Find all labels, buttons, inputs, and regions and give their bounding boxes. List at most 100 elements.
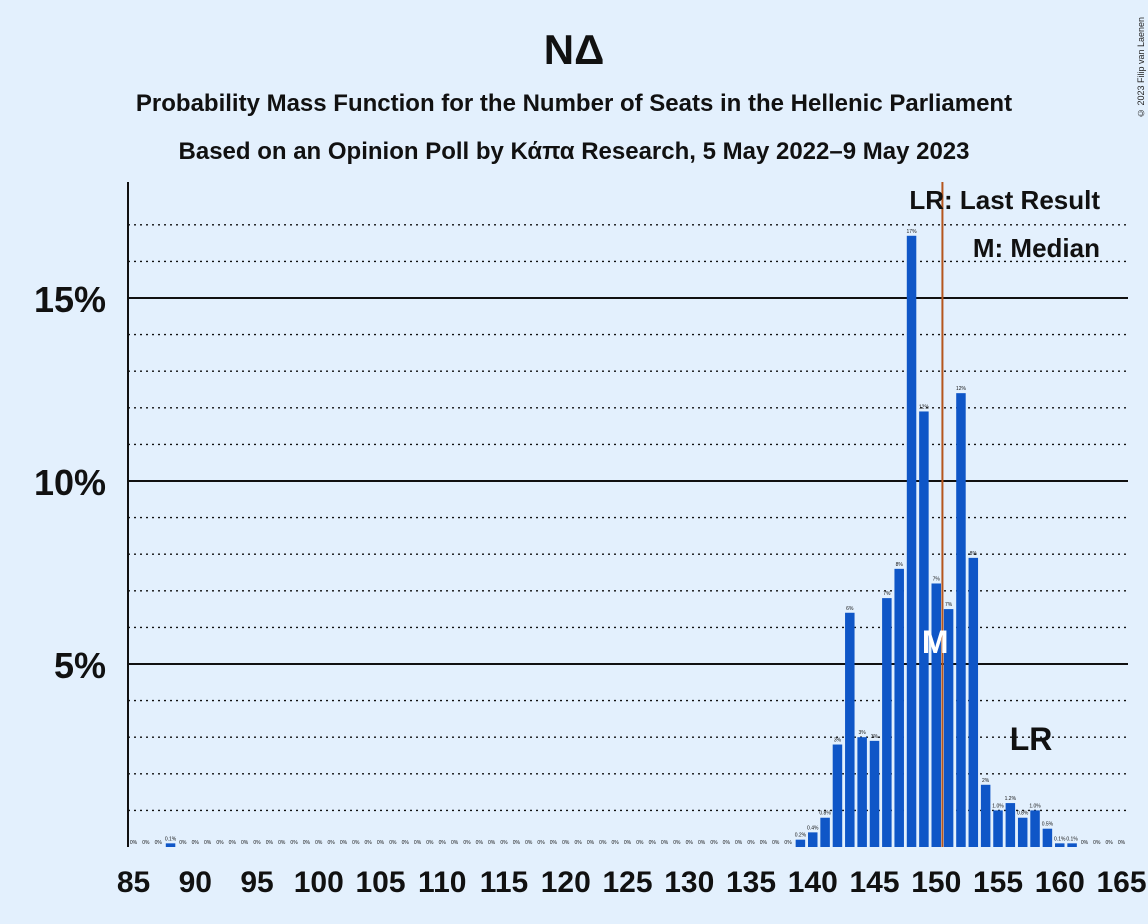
last-result-marker: LR [1010, 721, 1053, 757]
bar-value-label: 0.8% [1017, 811, 1029, 817]
bar-value-label: 0% [451, 840, 459, 846]
y-tick-label: 10% [34, 462, 106, 503]
bar-value-label: 8% [970, 551, 978, 557]
bar-value-label: 0% [587, 840, 595, 846]
bar-value-label: 17% [907, 229, 918, 235]
bar [956, 393, 966, 847]
x-tick-label: 135 [726, 866, 776, 899]
bars [165, 235, 1077, 847]
bar-value-label: 0% [550, 840, 558, 846]
x-tick-label: 155 [973, 866, 1023, 899]
bar-value-label: 1.2% [1005, 796, 1017, 802]
bar [165, 843, 176, 847]
bar-value-label: 0% [142, 840, 150, 846]
bar-value-label: 0% [574, 840, 582, 846]
bar-value-label: 0.1% [165, 836, 177, 842]
bar-value-label: 0% [760, 840, 768, 846]
bar-value-label: 0% [500, 840, 508, 846]
bar [931, 583, 941, 847]
bar-value-label: 0% [723, 840, 731, 846]
bar-value-label: 12% [956, 386, 967, 392]
bar [857, 737, 867, 847]
bar-value-label: 0% [253, 840, 261, 846]
bar-value-label: 0% [439, 840, 447, 846]
chart-subtitle-1: Probability Mass Function for the Number… [135, 90, 1013, 117]
y-tick-label: 5% [54, 645, 106, 686]
bar [795, 839, 806, 847]
bar-value-label: 0% [649, 840, 657, 846]
bar [906, 235, 917, 847]
bar-value-label: 0% [661, 840, 669, 846]
bar [1055, 843, 1065, 847]
bar [808, 832, 818, 847]
x-tick-label: 120 [541, 866, 591, 899]
x-tick-label: 130 [664, 866, 714, 899]
x-tick-label: 95 [240, 866, 273, 899]
bar-value-label: 0% [636, 840, 644, 846]
bar-value-label: 12% [919, 404, 930, 410]
bar [993, 810, 1003, 847]
bar [980, 784, 991, 847]
bar-value-label: 0% [747, 840, 755, 846]
bar-value-label: 0% [204, 840, 212, 846]
bar [845, 612, 855, 847]
bar [832, 744, 843, 847]
bar-value-label: 0% [155, 840, 163, 846]
bar-value-label: 0% [241, 840, 249, 846]
bar-value-label: 0% [476, 840, 484, 846]
chart-subtitle-2: Based on an Opinion Poll by Κάπα Researc… [178, 138, 970, 165]
bar-value-label: 0% [562, 840, 570, 846]
legend-median: M: Median [973, 233, 1100, 263]
bar-value-label: 0% [772, 840, 780, 846]
bar-value-label: 0% [414, 840, 422, 846]
bar-value-label: 0.1% [1054, 836, 1066, 842]
bar-value-label: 0.8% [819, 811, 831, 817]
bar-value-label: 0% [365, 840, 373, 846]
bar-value-labels: 0% 0% 0%0.1%0% 0% 0% 0% 0% 0% 0% 0% 0% 0% 0% 0% 0% 0% 0%… [130, 229, 1126, 846]
bar-value-label: 0.4% [807, 825, 819, 831]
bar [1017, 817, 1028, 847]
bar-value-label: 0% [340, 840, 348, 846]
bar-value-label: 0% [463, 840, 471, 846]
bar-value-label: 0% [698, 840, 706, 846]
bar-value-label: 0% [389, 840, 397, 846]
x-tick-label: 85 [117, 866, 150, 899]
bar-value-label: 0% [216, 840, 224, 846]
bar-value-label: 0.1% [1066, 836, 1078, 842]
bar-value-label: 0% [303, 840, 311, 846]
x-tick-label: 145 [849, 866, 899, 899]
bar-value-label: 7% [883, 591, 891, 597]
bar-value-label: 7% [933, 576, 941, 582]
bar-value-label: 0% [179, 840, 187, 846]
bar-value-label: 0% [130, 840, 138, 846]
y-tick-label: 15% [34, 279, 106, 320]
bar-value-label: 0% [315, 840, 323, 846]
x-tick-label: 160 [1035, 866, 1085, 899]
x-tick-label: 105 [355, 866, 405, 899]
bar-value-label: 0% [710, 840, 718, 846]
bar [968, 557, 979, 847]
bar-value-label: 0% [599, 840, 607, 846]
bar-value-label: 3% [859, 730, 867, 736]
bar [919, 411, 929, 847]
bar-value-label: 0% [513, 840, 521, 846]
bar-value-label: 6% [846, 606, 854, 612]
median-marker: M [922, 624, 949, 660]
bar-value-label: 0% [612, 840, 620, 846]
bar-value-label: 0% [290, 840, 298, 846]
chart-title: ΝΔ [543, 26, 605, 73]
bar-value-label: 0% [686, 840, 694, 846]
bar-value-label: 0% [735, 840, 743, 846]
bar-value-label: 0% [229, 840, 237, 846]
bar-value-label: 0% [377, 840, 385, 846]
x-tick-label: 140 [788, 866, 838, 899]
bar-value-label: 0% [488, 840, 496, 846]
x-tick-label: 165 [1096, 866, 1146, 899]
bar [943, 609, 954, 847]
bar-value-label: 0% [192, 840, 200, 846]
bar-value-label: 3% [834, 738, 842, 744]
bar-value-label: 0% [525, 840, 533, 846]
x-tick-label: 150 [911, 866, 961, 899]
bar [1030, 810, 1040, 847]
